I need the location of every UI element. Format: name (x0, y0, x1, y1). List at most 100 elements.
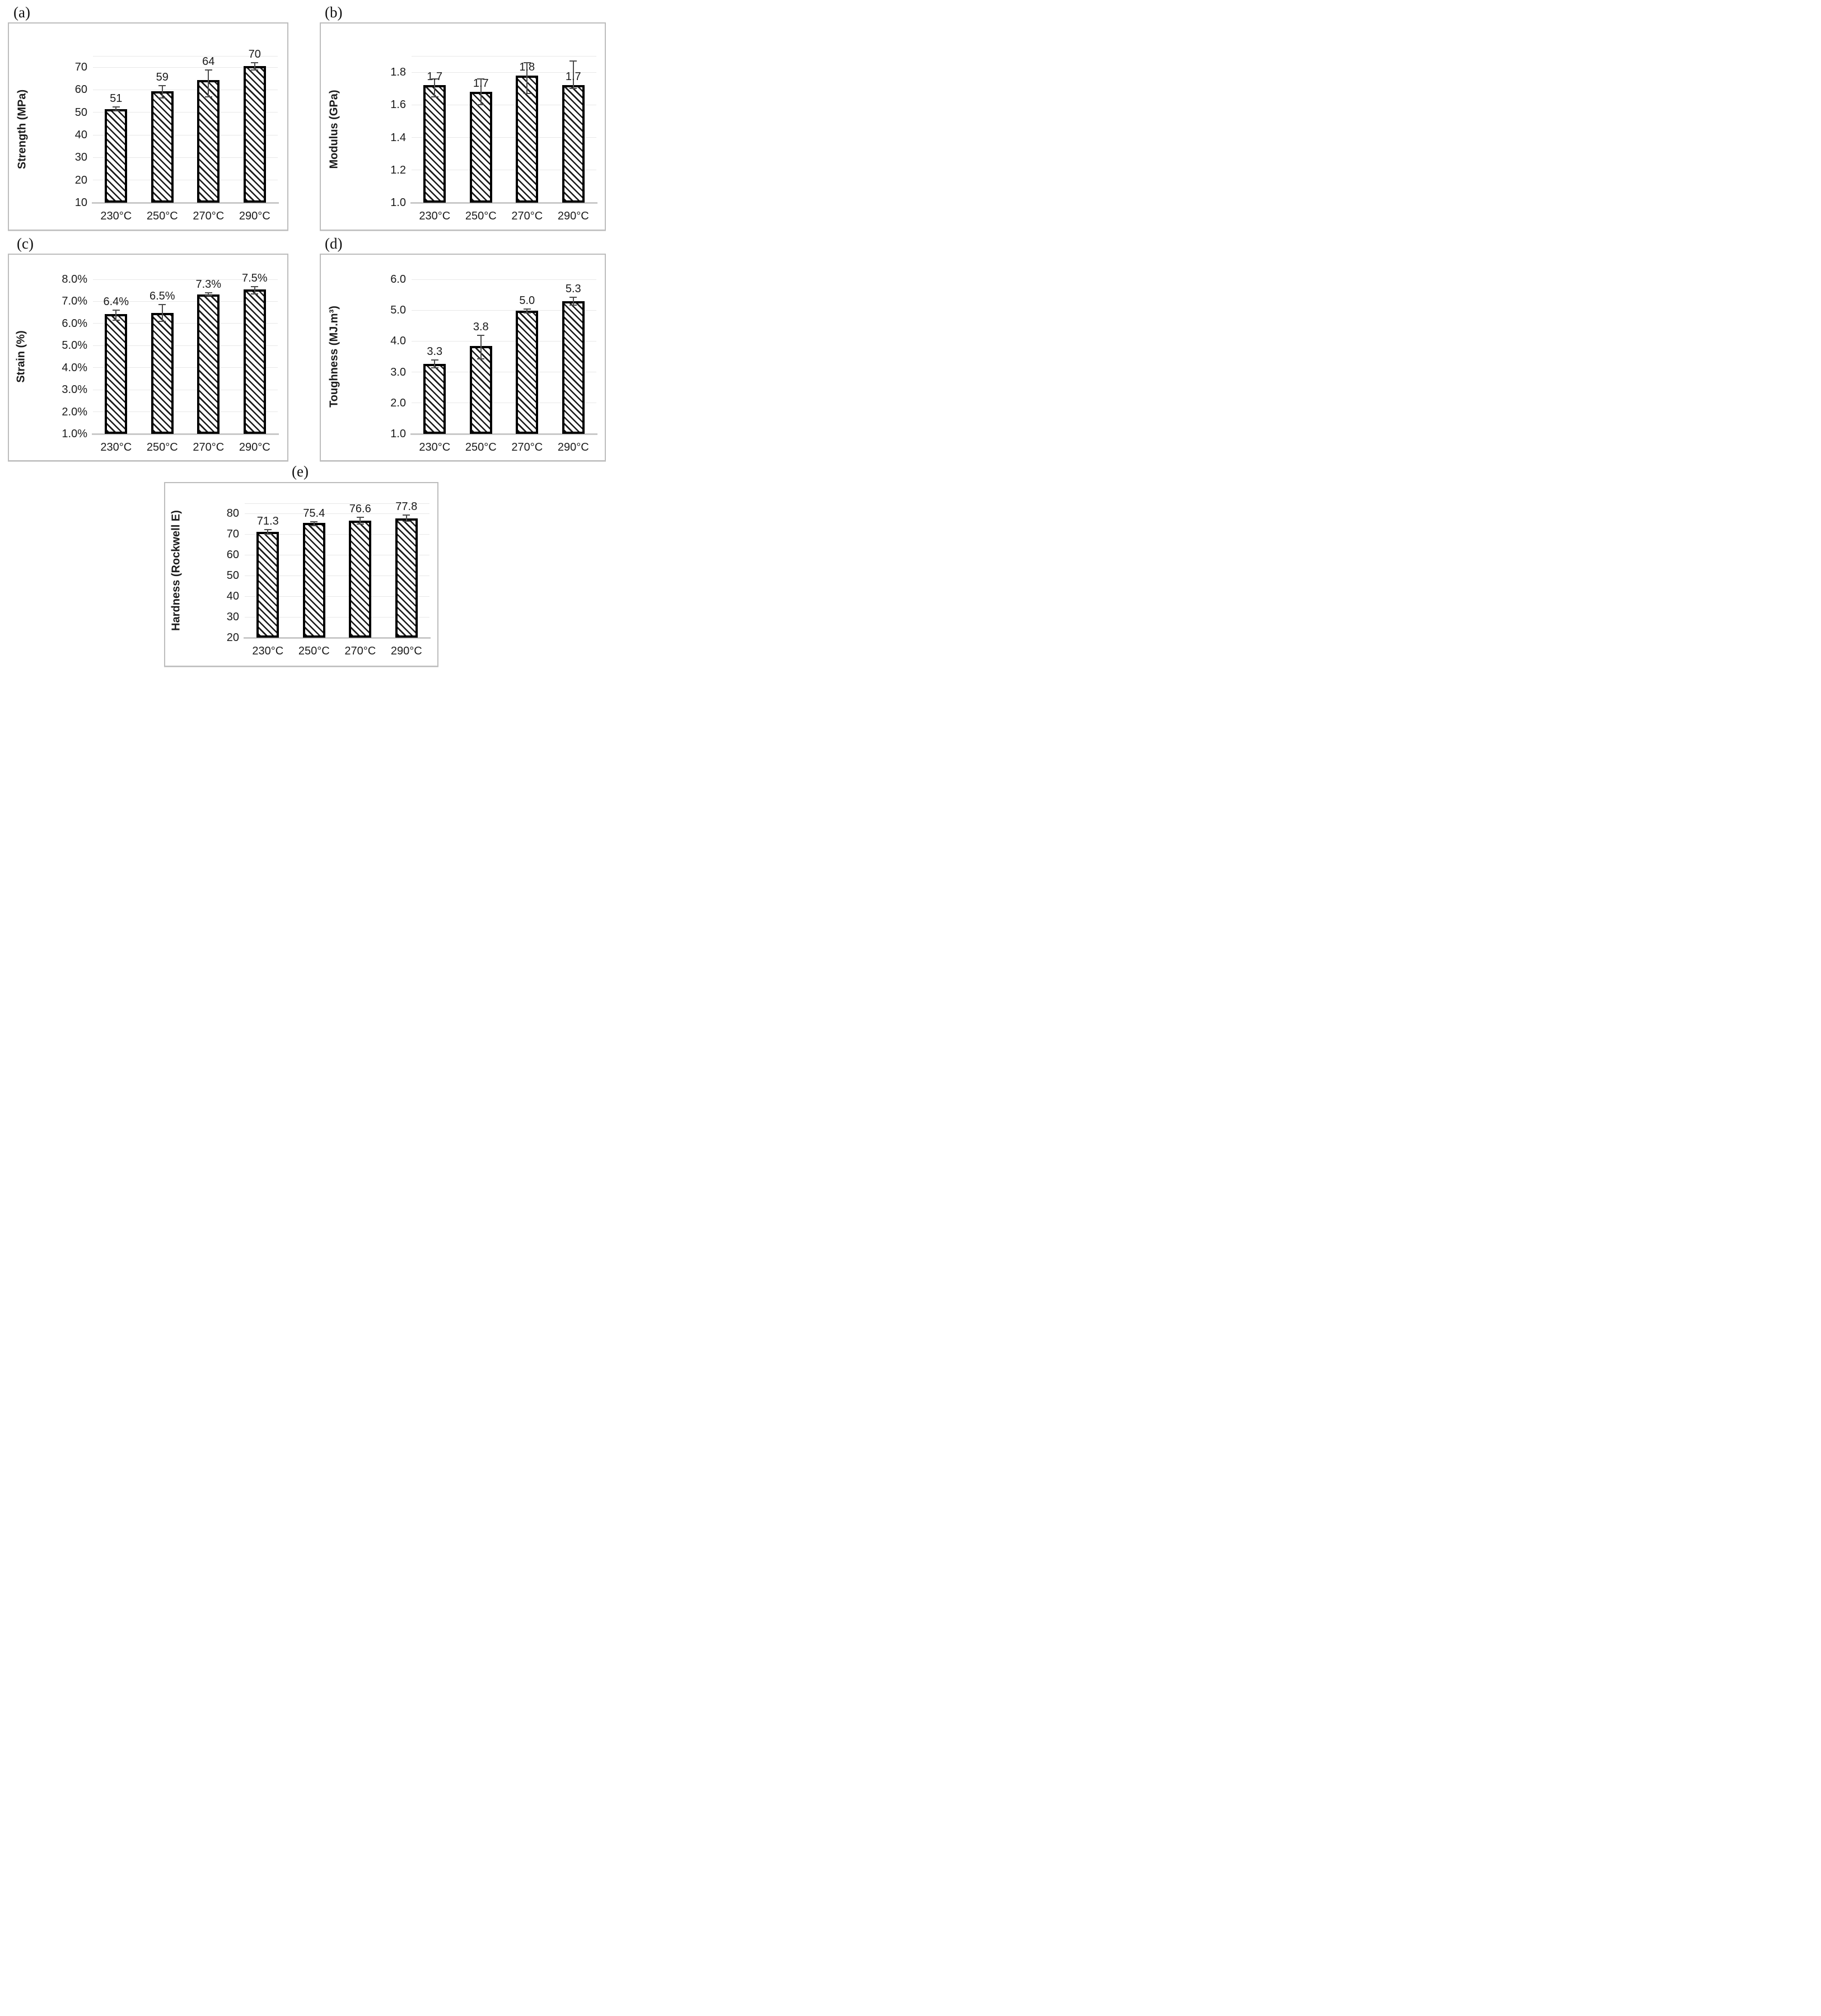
bar-270°C (516, 75, 539, 203)
x-category-label: 270°C (193, 210, 225, 222)
error-bar-cap-bottom (431, 367, 438, 368)
x-category-label: 230°C (100, 210, 132, 222)
y-tick-label: 4.0% (62, 361, 87, 374)
error-bar-cap-top (112, 106, 120, 108)
bar-value-label: 70 (248, 48, 261, 60)
bar-value-label: 1.8 (519, 60, 535, 73)
bar-250°C (469, 92, 492, 203)
gridline (93, 67, 278, 68)
error-bar (208, 70, 209, 97)
y-tick-label: 30 (74, 151, 87, 164)
gridline (412, 279, 596, 280)
bar-290°C (243, 66, 266, 203)
bar-value-label: 51 (110, 92, 123, 105)
error-bar-cap-bottom (569, 88, 577, 90)
error-bar-cap-bottom (204, 295, 212, 297)
plot-top-border (412, 56, 596, 57)
gridline (93, 411, 278, 413)
x-category-label: 290°C (239, 210, 270, 222)
error-bar-cap-top (251, 286, 259, 287)
error-bar-cap-bottom (569, 305, 577, 306)
error-bar-cap-bottom (158, 97, 166, 99)
y-tick-label: 1.0 (390, 428, 406, 440)
error-bar-cap-top (523, 62, 531, 63)
error-bar (434, 359, 436, 368)
error-bar (267, 529, 269, 534)
gridline (245, 596, 429, 597)
figure: (a) (b) (c) (d) (e) Strength (MPa) 10 20 30… (0, 0, 607, 672)
x-category-label: 250°C (465, 210, 497, 222)
error-bar (572, 297, 574, 306)
y-tick-label: 2.0% (62, 405, 87, 418)
chart-panel-c: Strain (%) 1.0% 2.0% 3.0% 4.0% 5.0% 6.0% 7.0% 8.… (8, 254, 288, 461)
chart-panel-d: Toughness (MJ.m³) 1.0 2.0 3.0 4.0 5.0 6.0 3.3 23… (320, 254, 606, 461)
bar-290°C (243, 289, 266, 434)
bar-270°C (516, 311, 539, 434)
panel-letter-a: (a) (13, 4, 30, 21)
bar-value-label: 59 (156, 71, 169, 84)
chart-panel-a: Strength (MPa) 10 20 30 40 50 60 70 51 230°C 59 250… (8, 22, 288, 231)
bar-value-label: 77.8 (395, 501, 418, 513)
y-tick-label: 20 (74, 174, 87, 186)
y-tick-label: 1.2 (390, 163, 406, 176)
error-bar (115, 107, 117, 111)
error-bar (526, 308, 528, 313)
panel-letter-b: (b) (325, 4, 343, 21)
x-category-label: 270°C (344, 645, 376, 657)
y-tick-label: 6.0 (390, 273, 406, 286)
bar-value-label: 7.5% (241, 272, 268, 284)
error-bar-cap-bottom (477, 358, 485, 359)
bar-value-label: 5.3 (565, 283, 581, 296)
error-bar (405, 515, 407, 521)
bar-value-label: 64 (202, 55, 215, 68)
bar-270°C (197, 79, 220, 203)
error-bar-cap-top (431, 78, 438, 79)
y-axis-title: Strain (%) (15, 330, 27, 383)
bar-230°C (105, 109, 128, 203)
x-axis-line (410, 202, 597, 204)
y-tick-label: 1.0% (62, 428, 87, 440)
plot-top-border (245, 503, 429, 504)
error-bar (254, 286, 255, 294)
y-tick-label: 1.6 (390, 99, 406, 111)
bar-value-label: 75.4 (303, 507, 325, 520)
error-bar-cap-bottom (403, 520, 410, 522)
panel-letter-c: (c) (17, 235, 34, 252)
x-category-label: 250°C (146, 441, 178, 453)
y-tick-label: 20 (226, 632, 239, 644)
y-tick-label: 50 (226, 569, 239, 582)
y-tick-label: 50 (74, 106, 87, 119)
bar-290°C (562, 85, 585, 203)
bar-value-label: 5.0 (519, 294, 535, 307)
chart-panel-e: Hardness (Rockwell E) 20 30 40 50 60 70 80 71.3 2… (164, 482, 438, 667)
bar-230°C (423, 85, 446, 203)
error-bar (480, 335, 482, 359)
error-bar (115, 310, 117, 320)
error-bar (572, 60, 574, 89)
error-bar-cap-top (158, 304, 166, 306)
y-axis-title: Toughness (MJ.m³) (328, 306, 340, 408)
error-bar-cap-top (204, 292, 212, 294)
gridline (245, 616, 429, 618)
error-bar-cap-bottom (523, 312, 531, 314)
error-bar (161, 305, 163, 321)
error-bar (434, 78, 436, 97)
error-bar-cap-bottom (251, 293, 259, 295)
gridline (93, 157, 278, 158)
bar-230°C (423, 363, 446, 434)
gridline (412, 137, 596, 138)
error-bar-cap-bottom (264, 533, 272, 535)
gridline (93, 345, 278, 346)
error-bar (526, 62, 528, 93)
y-tick-label: 70 (74, 61, 87, 74)
gridline (93, 323, 278, 324)
error-bar-cap-bottom (477, 104, 485, 106)
y-tick-label: 70 (226, 528, 239, 541)
error-bar-cap-bottom (431, 96, 438, 97)
x-axis-line (244, 637, 431, 639)
panel-letter-d: (d) (325, 235, 343, 252)
gridline (245, 534, 429, 535)
error-bar-cap-bottom (523, 92, 531, 94)
gridline (93, 112, 278, 113)
bar-value-label: 7.3% (195, 278, 222, 291)
